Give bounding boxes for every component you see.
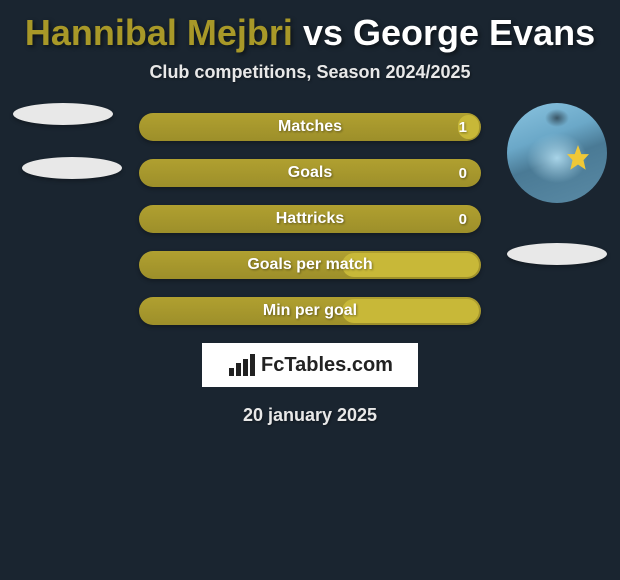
stat-label: Goals per match — [247, 256, 372, 274]
team-badge-left-2 — [22, 157, 122, 179]
title-player2: George Evans — [353, 12, 595, 53]
stat-row-goals: Goals 0 — [139, 159, 481, 187]
content-area: Matches 1 Goals 0 Hattricks 0 Goals per … — [0, 103, 620, 426]
logo-box: FcTables.com — [202, 343, 418, 387]
page-title: Hannibal Mejbri vs George Evans — [0, 0, 620, 62]
player-left-column — [8, 103, 118, 179]
subtitle: Club competitions, Season 2024/2025 — [0, 62, 620, 103]
stat-label: Matches — [278, 118, 342, 136]
stat-value-right: 0 — [459, 165, 467, 182]
stat-row-goals-per-match: Goals per match — [139, 251, 481, 279]
title-player1: Hannibal Mejbri — [25, 12, 293, 53]
stat-row-min-per-goal: Min per goal — [139, 297, 481, 325]
player-right-column — [502, 103, 612, 265]
stat-row-matches: Matches 1 — [139, 113, 481, 141]
stat-label: Min per goal — [263, 302, 357, 320]
comparison-card: Hannibal Mejbri vs George Evans Club com… — [0, 0, 620, 426]
stat-row-hattricks: Hattricks 0 — [139, 205, 481, 233]
team-badge-left-1 — [13, 103, 113, 125]
logo-chart-icon — [227, 354, 255, 376]
stat-label: Goals — [288, 164, 332, 182]
stat-fill — [342, 299, 479, 323]
stat-label: Hattricks — [276, 210, 344, 228]
logo-text: FcTables.com — [261, 354, 393, 377]
team-badge-right — [507, 243, 607, 265]
stats-list: Matches 1 Goals 0 Hattricks 0 Goals per … — [139, 103, 481, 325]
date-text: 20 january 2025 — [0, 387, 620, 426]
title-vs: vs — [303, 12, 343, 53]
avatar-player2 — [507, 103, 607, 203]
stat-value-right: 1 — [459, 119, 467, 136]
stat-value-right: 0 — [459, 211, 467, 228]
